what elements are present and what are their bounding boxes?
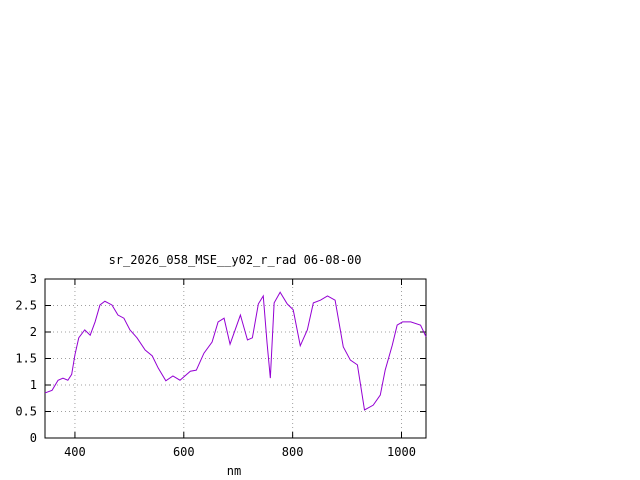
y-tick-label: 0 bbox=[30, 431, 37, 445]
x-tick-label: 1000 bbox=[387, 445, 416, 459]
y-tick-label: 1 bbox=[30, 378, 37, 392]
x-tick-label: 400 bbox=[64, 445, 86, 459]
chart-title: sr_2026_058_MSE__y02_r_rad 06-08-00 bbox=[109, 253, 362, 267]
plot-frame bbox=[44, 278, 427, 439]
y-tick-label: 2.5 bbox=[15, 299, 37, 313]
y-tick-label: 0.5 bbox=[15, 405, 37, 419]
x-tick-label: 600 bbox=[173, 445, 195, 459]
x-tick-label: 800 bbox=[282, 445, 304, 459]
y-tick-label: 1.5 bbox=[15, 352, 37, 366]
y-tick-label: 3 bbox=[30, 272, 37, 286]
y-tick-label: 2 bbox=[30, 325, 37, 339]
data-line bbox=[44, 291, 427, 411]
x-axis-label: nm bbox=[227, 464, 241, 478]
